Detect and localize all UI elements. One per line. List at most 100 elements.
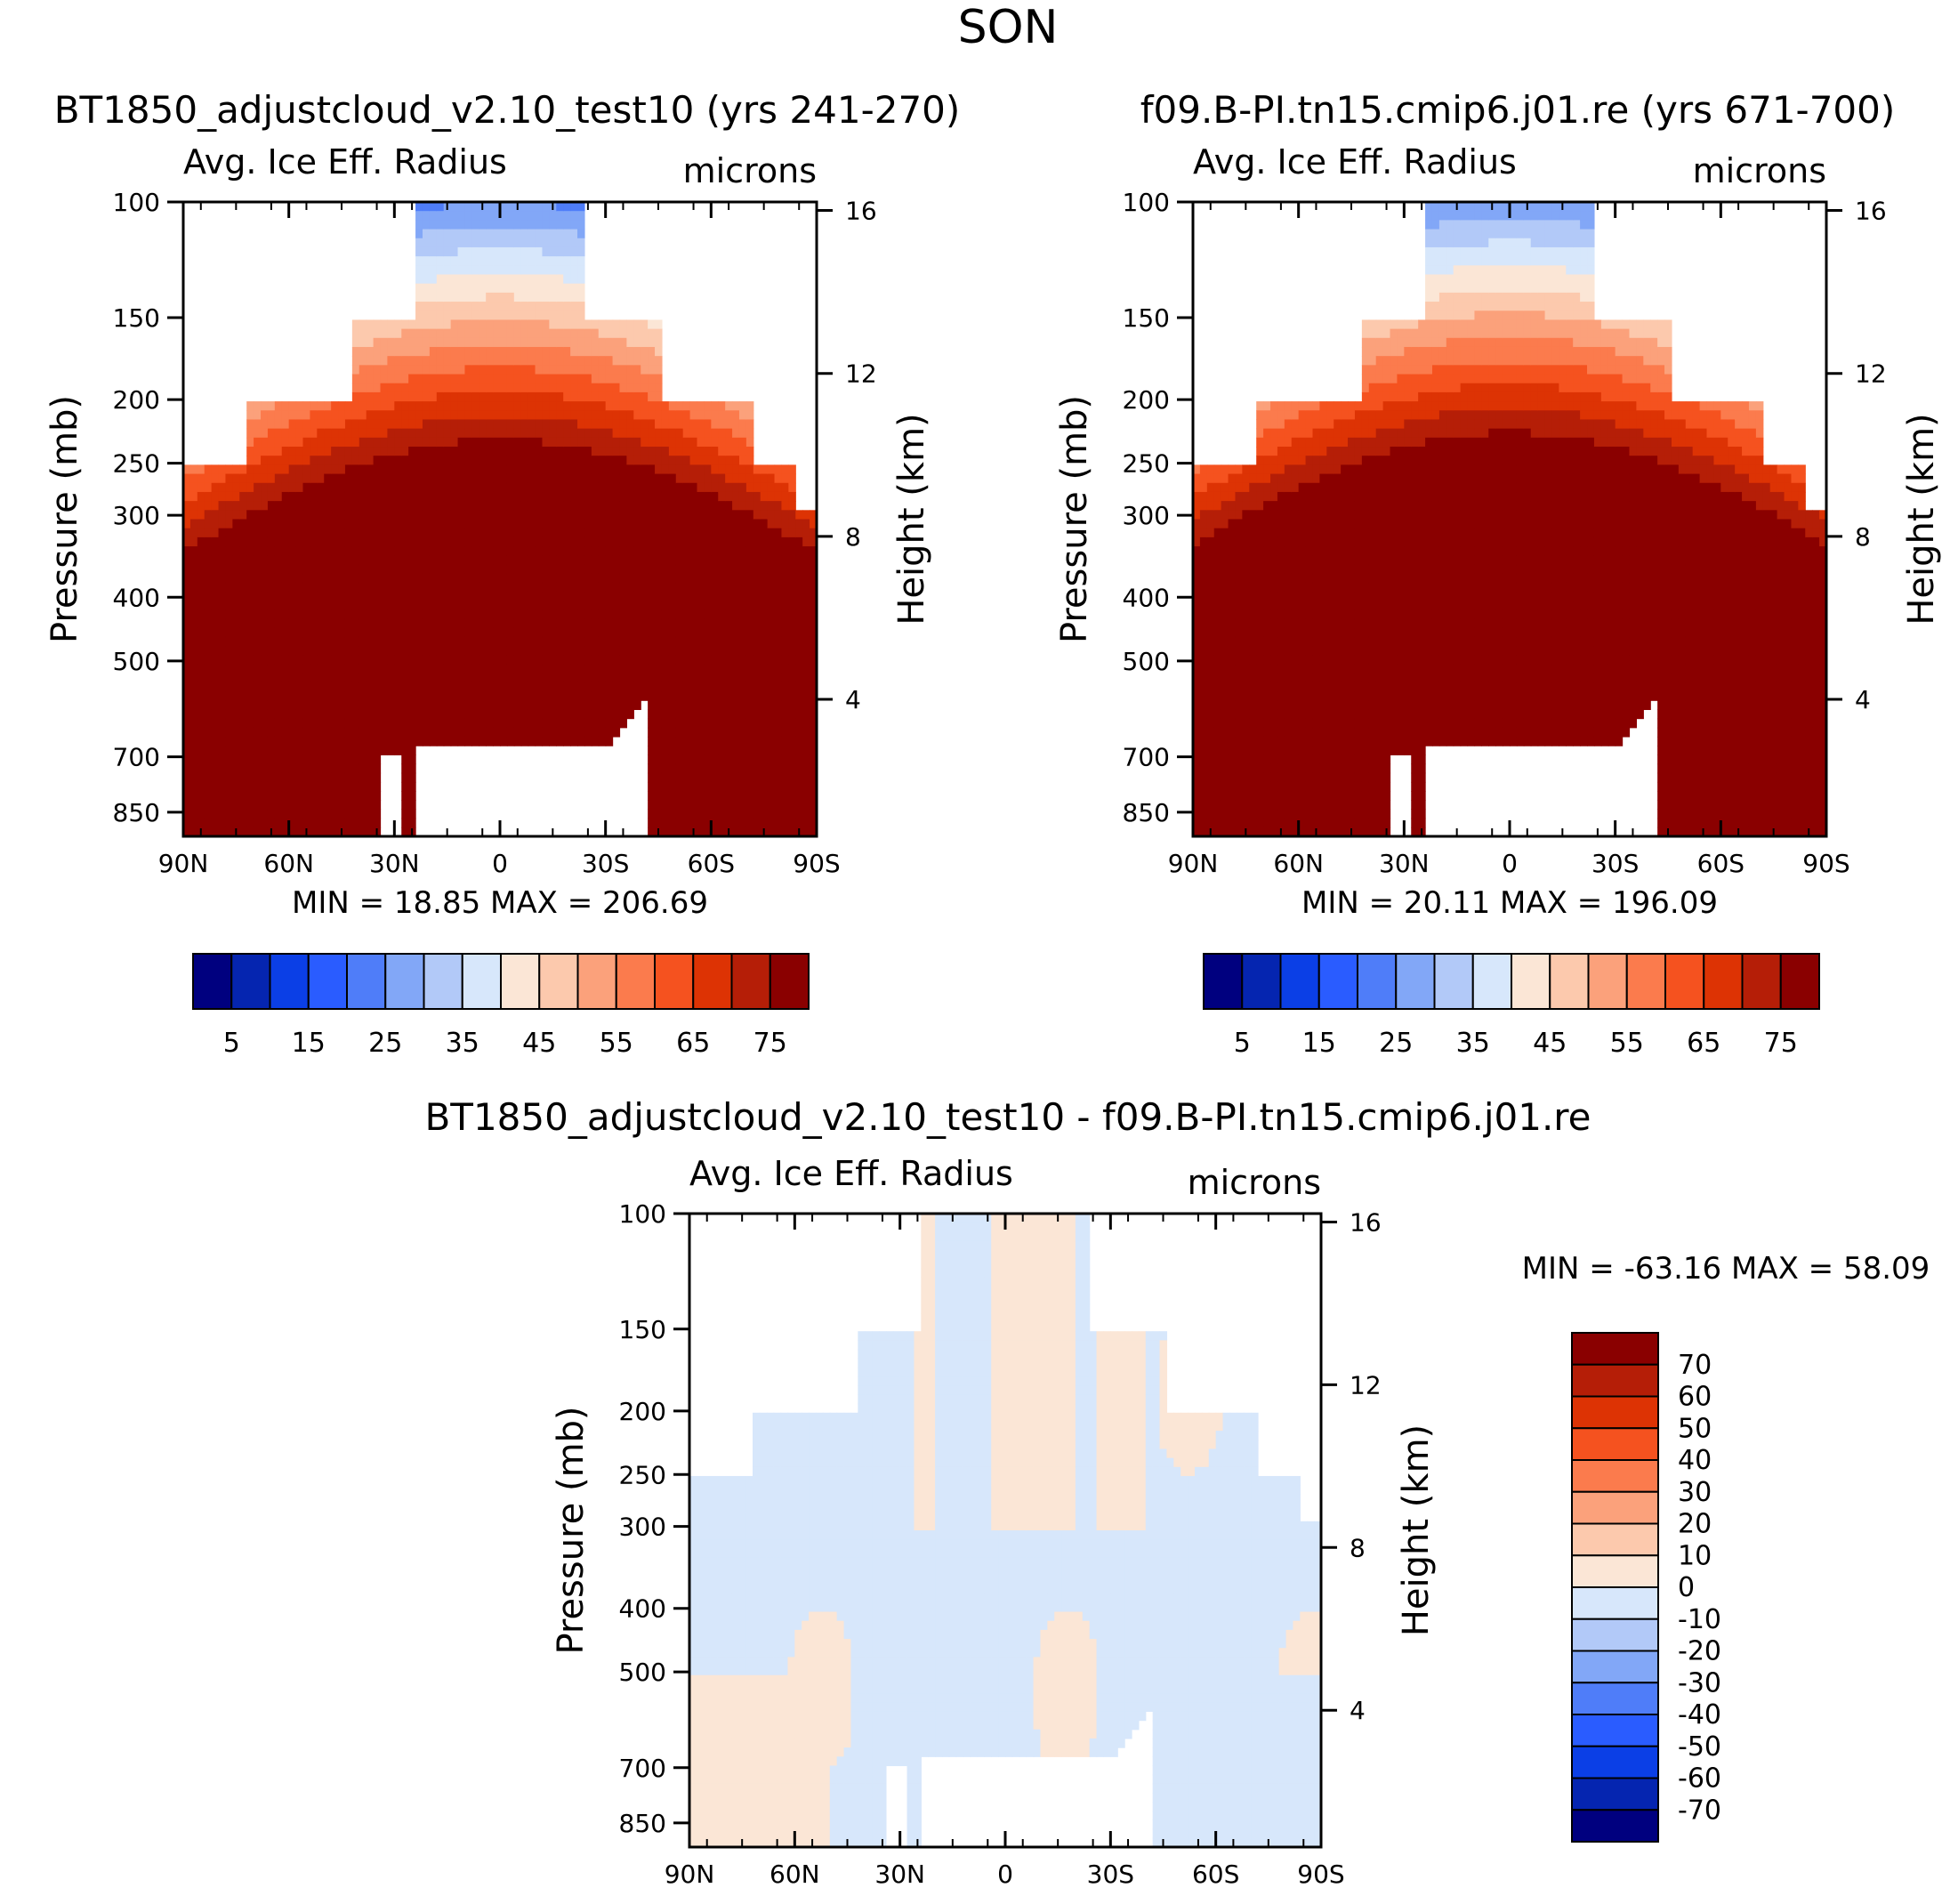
field-cell (457, 736, 466, 746)
field-cell (506, 618, 515, 629)
field-cell (718, 464, 726, 475)
field-cell (549, 510, 557, 520)
field-cell (528, 410, 536, 421)
field-cell (738, 401, 747, 411)
field-cell (612, 591, 621, 601)
field-cell (774, 682, 783, 692)
field-cell (338, 818, 346, 828)
field-cell (394, 673, 402, 683)
field-cell (331, 410, 339, 421)
field-cell (704, 447, 712, 456)
field-cell (612, 673, 621, 683)
field-cell (781, 501, 789, 511)
field-cell (211, 754, 220, 765)
field-cell (1235, 700, 1243, 710)
field-cell (760, 618, 769, 629)
field-cell (513, 319, 522, 330)
field-cell (261, 664, 269, 674)
field-cell (183, 673, 191, 683)
field-cell (1228, 464, 1237, 475)
field-cell (373, 682, 382, 692)
field-cell (408, 700, 416, 710)
field-cell (295, 582, 304, 593)
field-cell (655, 700, 663, 710)
field-cell (344, 419, 353, 430)
field-cell (471, 437, 479, 448)
field-cell (767, 791, 776, 801)
field-cell (781, 709, 789, 720)
field-cell (394, 391, 402, 402)
field-cell (605, 636, 614, 647)
field-cell (738, 727, 747, 738)
field-cell (738, 655, 747, 666)
field-cell (1206, 636, 1215, 647)
field-cell (225, 763, 233, 774)
field-cell (310, 809, 318, 819)
field-cell (288, 700, 297, 710)
field-cell (1242, 609, 1250, 620)
panel-units-label: microns (1693, 151, 1826, 190)
field-cell (795, 546, 803, 556)
field-cell (422, 473, 431, 484)
field-cell (563, 473, 571, 484)
field-cell (254, 781, 262, 792)
field-cell (295, 791, 304, 801)
field-cell (415, 501, 423, 511)
field-cell (380, 736, 389, 746)
field-cell (436, 256, 445, 266)
field-cell (310, 673, 318, 683)
field-cell (261, 818, 269, 828)
field-cell (239, 746, 247, 755)
field-cell (232, 609, 240, 620)
field-cell (535, 609, 544, 620)
field-cell (401, 718, 409, 729)
field-cell (704, 800, 712, 811)
field-cell (408, 482, 416, 493)
field-cell (338, 519, 346, 529)
field-cell (225, 491, 233, 502)
field-cell (351, 328, 360, 339)
field-cell (471, 337, 479, 348)
field-cell (443, 636, 452, 647)
field-cell (267, 691, 276, 701)
field-cell (274, 501, 283, 511)
field-cell (267, 618, 276, 629)
field-cell (232, 673, 240, 683)
field-cell (479, 401, 487, 411)
field-cell (633, 618, 641, 629)
field-cell (450, 419, 459, 430)
field-cell (584, 328, 592, 339)
field-cell (528, 346, 536, 357)
field-cell (429, 519, 438, 529)
field-cell (506, 709, 515, 720)
field-cell (668, 419, 677, 430)
field-cell (183, 591, 191, 601)
field-cell (767, 627, 776, 638)
field-cell (577, 292, 585, 303)
field-cell (577, 365, 585, 375)
field-cell (1228, 763, 1237, 774)
field-cell (738, 573, 747, 584)
field-cell (1235, 691, 1243, 701)
field-cell (189, 791, 198, 801)
field-cell (711, 601, 719, 610)
field-cell (577, 202, 585, 212)
field-cell (535, 510, 544, 520)
field-cell (493, 356, 501, 366)
field-cell (1193, 482, 1201, 493)
field-cell (577, 537, 585, 547)
field-cell (302, 510, 310, 520)
field-cell (366, 356, 375, 366)
field-cell (810, 754, 818, 765)
field-cell (317, 473, 325, 484)
field-cell (528, 501, 536, 511)
field-cell (317, 428, 325, 439)
field-cell (633, 627, 641, 638)
colorbar-swatch (346, 953, 387, 1010)
field-cell (1199, 519, 1208, 529)
field-cell (1228, 519, 1237, 529)
field-cell (1235, 800, 1243, 811)
field-cell (781, 655, 789, 666)
colorbar-swatch (692, 953, 733, 1010)
field-cell (464, 718, 472, 729)
